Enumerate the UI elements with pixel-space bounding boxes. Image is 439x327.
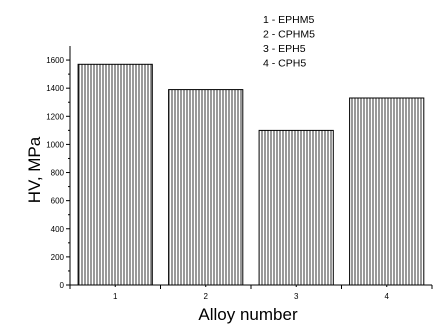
y-tick-label: 600 [51, 197, 65, 206]
y-axis-title: HV, MPa [25, 136, 44, 203]
x-tick-label: 3 [294, 292, 299, 301]
x-tick-label: 4 [385, 292, 390, 301]
axes-layer: 0 200 400 600 800 1000 1200 1400 1600 1 2 3 4 [46, 46, 433, 301]
y-tick-label: 1000 [46, 140, 64, 149]
y-tick-label: 0 [60, 281, 65, 290]
x-axis-title: Alloy number [198, 305, 298, 324]
y-tick-label: 1600 [46, 56, 64, 65]
bar-4 [349, 97, 425, 286]
legend-entry: 1 - EPHM5 [263, 14, 315, 26]
bar-3 [258, 129, 334, 286]
legend-entry: 4 - CPH5 [263, 58, 306, 70]
y-tick-label: 1400 [46, 84, 64, 93]
y-tick-label: 400 [51, 225, 65, 234]
bar-2 [168, 89, 244, 286]
y-tick-label: 200 [51, 253, 65, 262]
bars-layer [77, 63, 425, 286]
bar-1 [77, 63, 153, 286]
x-tick-label: 2 [204, 292, 209, 301]
y-tick-label: 1200 [46, 112, 64, 121]
legend-entry: 3 - EPH5 [263, 43, 306, 55]
y-tick-label: 800 [51, 169, 65, 178]
x-tick-label: 1 [113, 292, 118, 301]
legend: 1 - EPHM5 2 - CPHM5 3 - EPH5 4 - CPH5 [263, 14, 315, 70]
legend-entry: 2 - CPHM5 [263, 29, 315, 41]
